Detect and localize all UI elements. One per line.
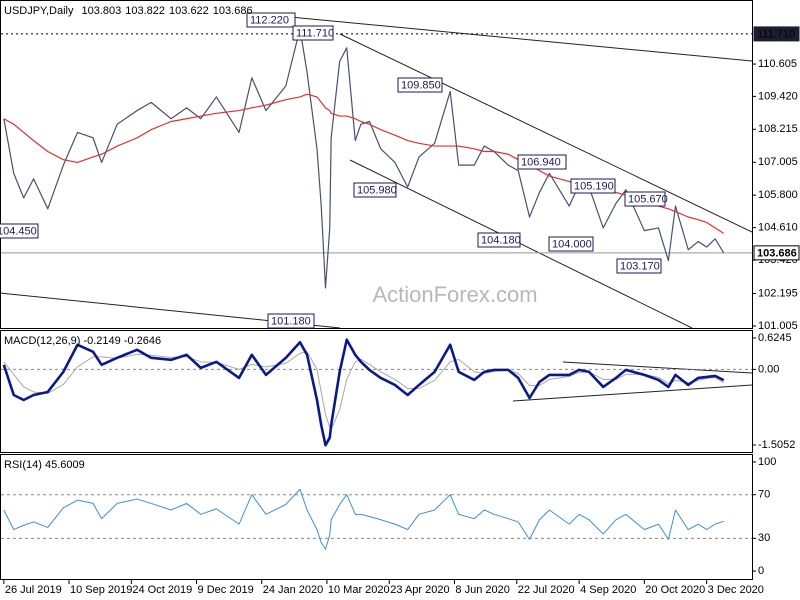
trendline — [512, 384, 752, 402]
annotation-box — [517, 154, 567, 170]
ohlc-value: 103.686 — [213, 5, 253, 17]
series-group — [2, 338, 725, 447]
macd-trendlines — [512, 361, 752, 402]
price-tag-label: 111.710 — [757, 28, 795, 40]
annotation-label: 112.220 — [250, 14, 289, 26]
annotation-label: 111.710 — [296, 27, 334, 39]
annotation-label: 104.450 — [0, 225, 37, 237]
x-tick-label: 8 Jun 2020 — [455, 584, 509, 596]
x-tick-label: 3 Dec 2020 — [708, 584, 764, 596]
trendline — [562, 361, 752, 374]
series-group — [3, 488, 724, 550]
y-tick-label: 101.005 — [758, 320, 798, 332]
y-tick-label: 110.605 — [758, 58, 797, 70]
annotation-box — [397, 77, 443, 93]
series-line — [2, 338, 725, 447]
annotation-label: 105.190 — [574, 180, 614, 192]
y-tick-label: 30 — [758, 532, 770, 544]
annotation-box — [616, 258, 662, 274]
x-tick-label: 10 Sep 2019 — [70, 584, 132, 596]
x-tick-label: 4 Sep 2020 — [580, 584, 636, 596]
y-tick-label: -1.5052 — [758, 439, 795, 451]
ohlc-value: 103.622 — [169, 5, 209, 17]
trendline — [339, 33, 752, 233]
annotation-box — [570, 178, 616, 194]
rsi-panel — [0, 454, 753, 580]
price-tag-label: 103.686 — [757, 247, 797, 259]
annotation-label: 104.000 — [552, 238, 592, 250]
y-tick-label: 0 — [758, 565, 764, 577]
ohlc-value: 103.822 — [125, 5, 165, 17]
y-tick-label: 105.800 — [758, 189, 798, 201]
annotation-label: 106.940 — [521, 156, 561, 168]
y-tick-label: 107.005 — [758, 156, 798, 168]
watermark: ActionForex.com — [372, 282, 537, 307]
price-tag — [753, 245, 800, 261]
trendline — [289, 16, 752, 62]
x-tick-label: 22 Jul 2020 — [518, 584, 575, 596]
annotation-label: 105.980 — [357, 184, 397, 196]
macd-panel — [0, 330, 753, 453]
annotation-label: 109.850 — [401, 79, 441, 91]
annotation-label: 101.180 — [271, 315, 311, 327]
y-tick-label: 70 — [758, 489, 770, 501]
x-tick-label: 23 Apr 2020 — [390, 584, 449, 596]
annotation-label: 105.670 — [628, 193, 668, 205]
annotation-box — [548, 236, 594, 252]
price-tag — [753, 26, 800, 42]
x-tick-label: 24 Oct 2019 — [132, 584, 192, 596]
panel-title: MACD(12,26,9) -0.2149 -0.2646 — [4, 335, 161, 347]
x-tick-label: 10 Mar 2020 — [328, 584, 390, 596]
y-tick-label: 102.195 — [758, 287, 798, 299]
y-tick-label: 109.420 — [758, 90, 798, 102]
y-tick-label: 100 — [758, 456, 776, 468]
annotation-box — [477, 232, 521, 248]
trendline — [349, 159, 693, 328]
x-tick-label: 24 Jan 2020 — [263, 584, 324, 596]
annotation-box — [246, 12, 296, 28]
y-tick-label: 108.215 — [758, 123, 798, 135]
annotation-box — [267, 313, 315, 329]
y-tick-label: 104.610 — [758, 222, 798, 234]
annotation-box — [0, 223, 39, 239]
annotation-box — [624, 191, 666, 207]
price-panel — [0, 0, 753, 329]
y-tick-label: 0.6245 — [758, 332, 792, 344]
annotation-label: 103.170 — [620, 260, 660, 272]
x-tick-label: 26 Jul 2019 — [5, 584, 62, 596]
x-tick-label: 20 Oct 2020 — [645, 584, 705, 596]
panel-title: RSI(14) 45.6009 — [4, 459, 85, 471]
ohlc-value: 103.803 — [82, 5, 122, 17]
x-tick-label: 9 Dec 2019 — [198, 584, 254, 596]
annotation-label: 104.180 — [481, 234, 521, 246]
y-tick-label: 0.00 — [758, 363, 779, 375]
annotation-box — [353, 182, 397, 198]
series-line — [3, 488, 724, 550]
annotation-box — [292, 25, 334, 41]
panel-title: USDJPY,Daily — [4, 5, 74, 17]
